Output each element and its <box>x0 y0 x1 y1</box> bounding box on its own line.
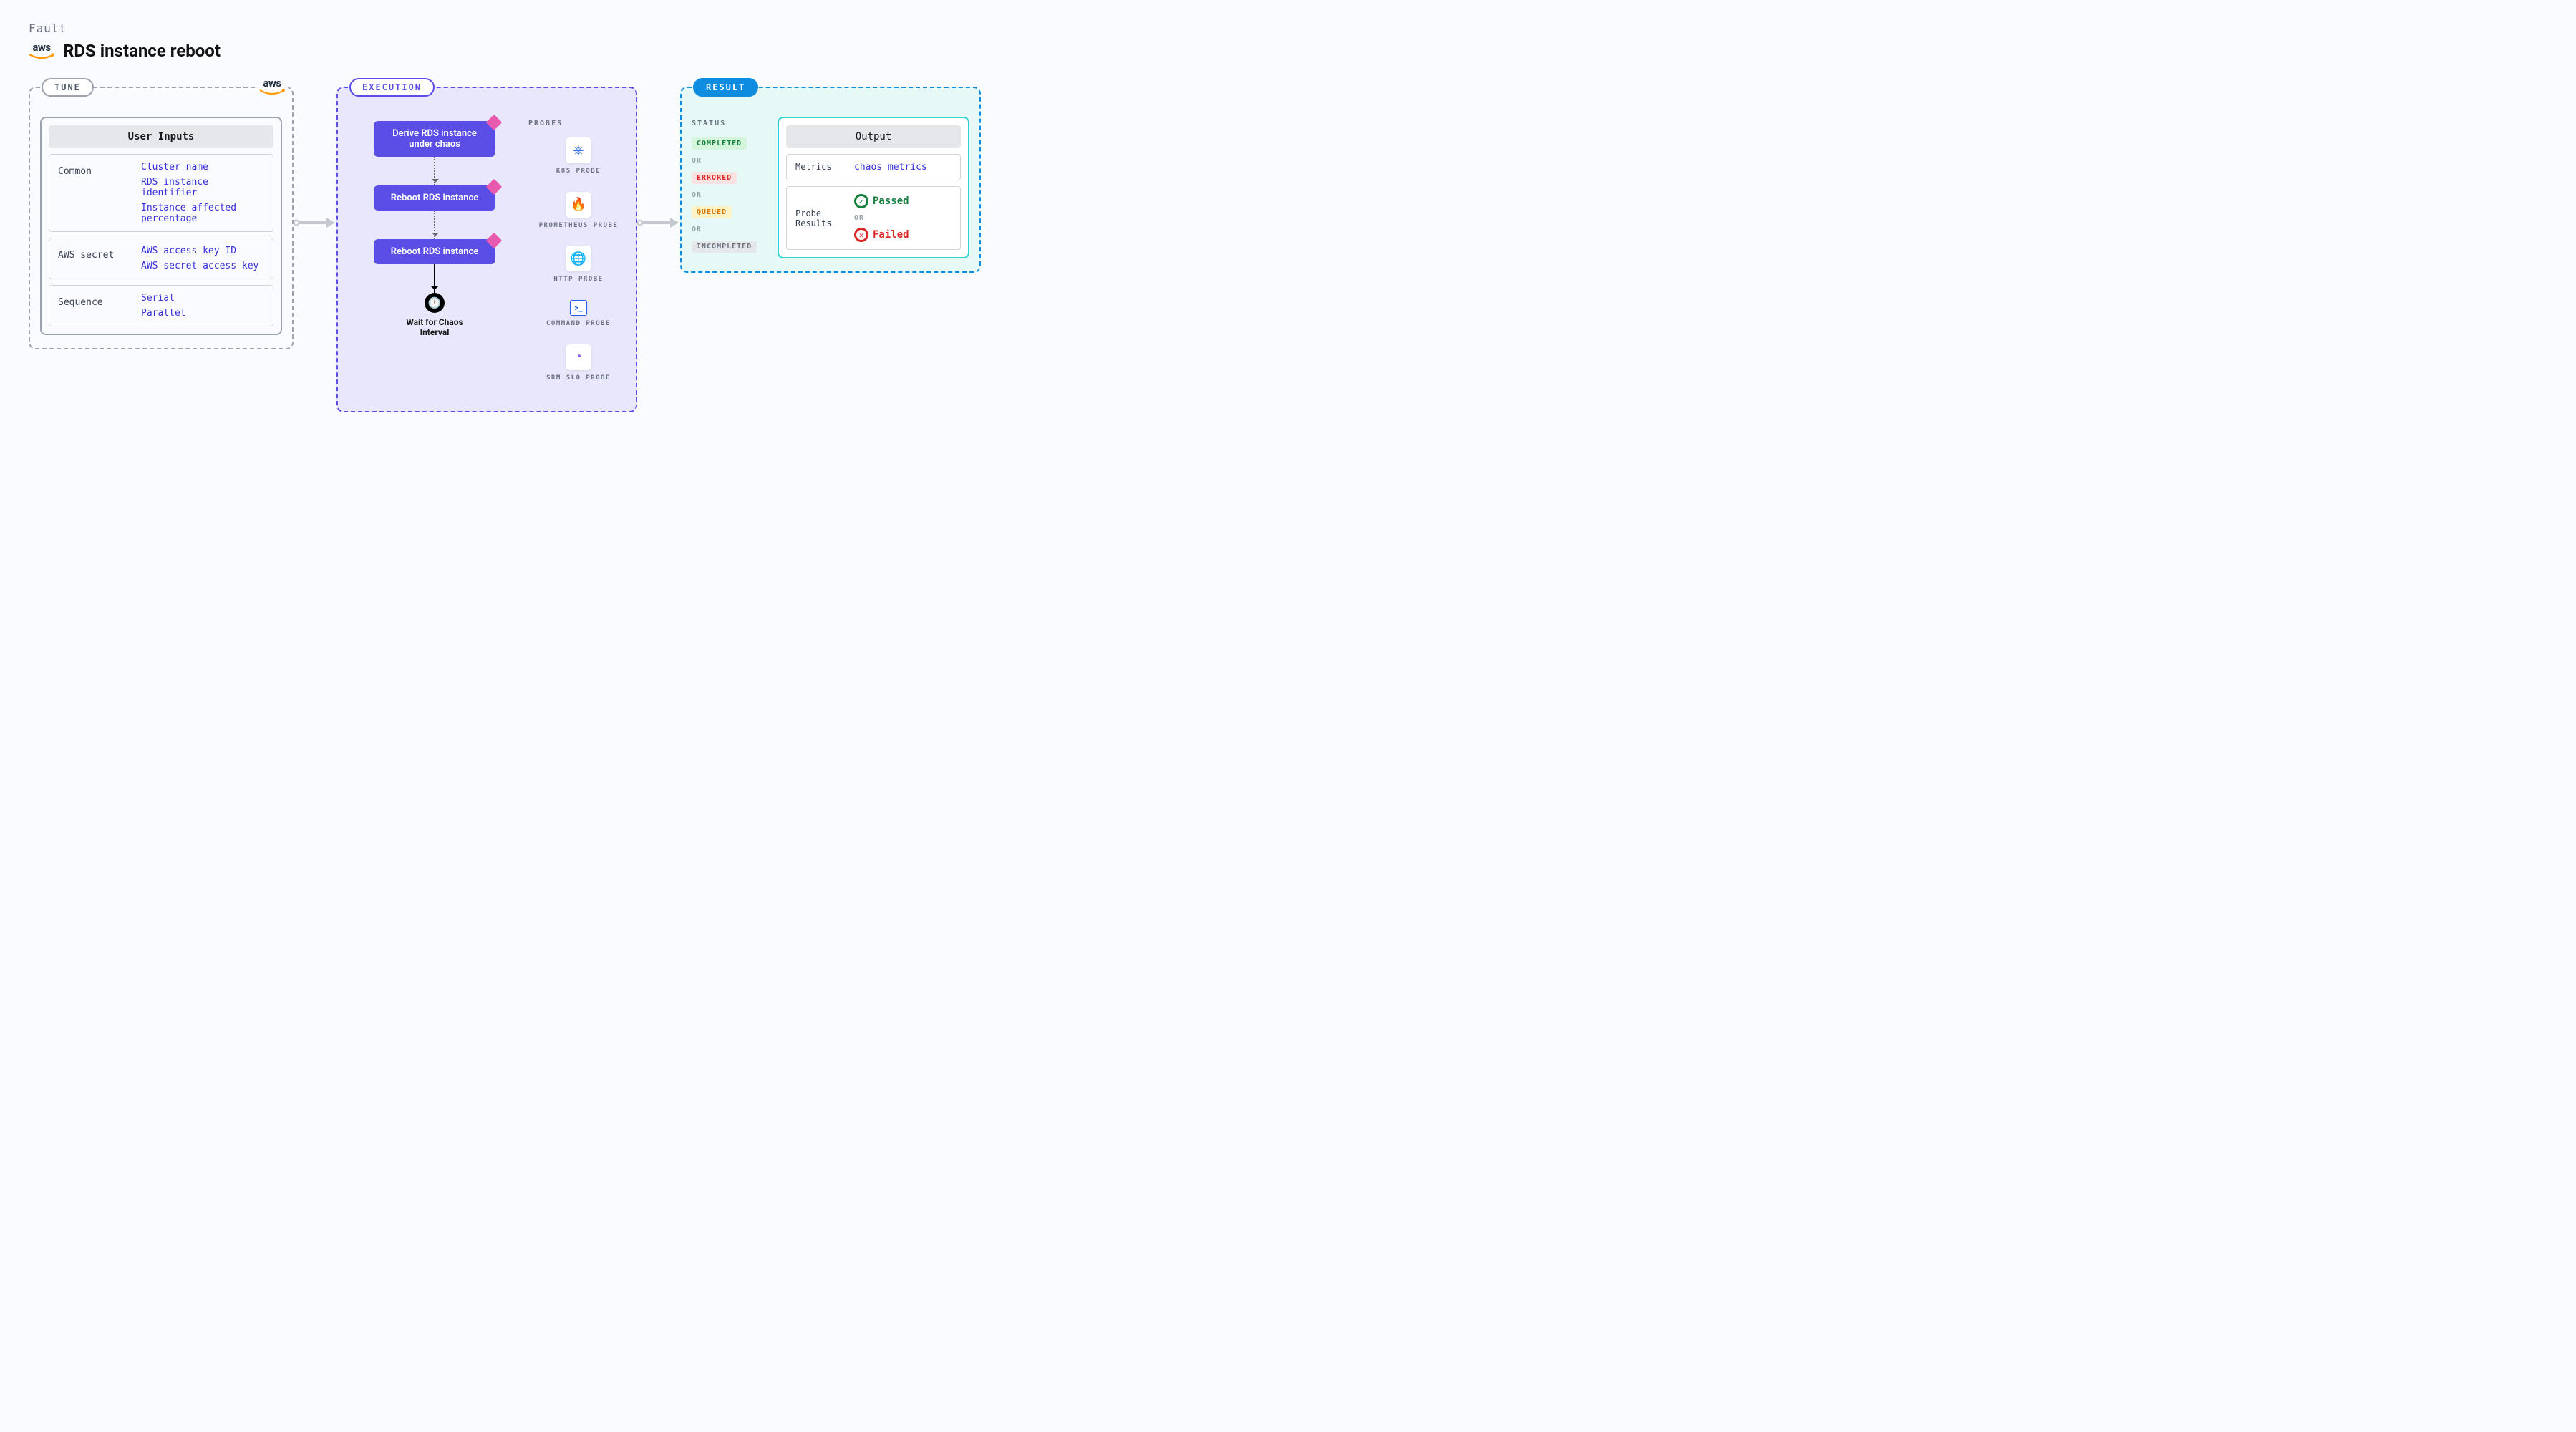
input-group-common: Common Cluster name RDS instance identif… <box>49 154 273 232</box>
wait-label: Wait for Chaos Interval <box>392 317 478 337</box>
arrow-right-icon <box>294 216 336 230</box>
srm-icon: ◔ <box>566 344 591 370</box>
wait-step: 🕐 Wait for Chaos Interval <box>392 293 478 337</box>
probes-heading: PROBES <box>528 120 629 127</box>
arrow-right-icon <box>637 216 680 230</box>
flow-arrow-icon <box>434 157 435 185</box>
status-heading: STATUS <box>692 120 770 127</box>
input-value: RDS instance identifier <box>141 177 264 198</box>
page-title: RDS instance reboot <box>63 41 221 61</box>
status-incompleted: INCOMPLETED <box>692 241 757 253</box>
user-inputs-header: User Inputs <box>49 125 273 148</box>
or-separator: OR <box>854 214 909 222</box>
status-errored: ERRORED <box>692 172 737 184</box>
probe-srm: ◔ SRM SLO PROBE <box>528 344 629 383</box>
probe-command: >_ COMMAND PROBE <box>528 300 629 329</box>
step-reboot-2: Reboot RDS instance <box>374 239 495 264</box>
metrics-row: Metrics chaos metrics <box>786 154 961 180</box>
aws-icon: aws <box>29 42 54 60</box>
input-value: AWS access key ID <box>141 246 258 256</box>
k8s-icon: ⎈ <box>566 137 591 163</box>
input-value: Instance affected percentage <box>141 203 264 224</box>
result-panel: RESULT STATUS COMPLETED OR ERRORED OR QU… <box>680 87 981 273</box>
input-group-aws-secret: AWS secret AWS access key ID AWS secret … <box>49 238 273 279</box>
status-completed: COMPLETED <box>692 137 747 150</box>
execution-flow: Derive RDS instance under chaos Reboot R… <box>348 117 521 398</box>
probe-http: 🌐 HTTP PROBE <box>528 246 629 284</box>
clock-icon: 🕐 <box>425 293 445 313</box>
status-queued: QUEUED <box>692 206 732 218</box>
probe-k8s: ⎈ K8S PROBE <box>528 137 629 176</box>
step-derive: Derive RDS instance under chaos <box>374 121 495 157</box>
or-separator: OR <box>692 226 770 233</box>
status-column: STATUS COMPLETED OR ERRORED OR QUEUED OR… <box>692 117 770 258</box>
arrow-connector <box>294 87 336 230</box>
or-separator: OR <box>692 157 770 165</box>
execution-label: EXECUTION <box>349 78 435 97</box>
result-failed: ✕ Failed <box>854 228 909 242</box>
metrics-label: Metrics <box>795 162 846 172</box>
step-reboot-1: Reboot RDS instance <box>374 185 495 211</box>
or-separator: OR <box>692 191 770 199</box>
input-value: AWS secret access key <box>141 261 258 271</box>
probes-column: PROBES ⎈ K8S PROBE 🔥 PROMETHEUS PROBE 🌐 … <box>528 117 629 398</box>
fault-label: Fault <box>29 21 2547 35</box>
execution-panel: EXECUTION Derive RDS instance under chao… <box>336 87 637 412</box>
tune-panel: TUNE aws User Inputs Common Cluster name… <box>29 87 294 349</box>
user-inputs-box: User Inputs Common Cluster name RDS inst… <box>40 117 282 335</box>
output-header: Output <box>786 125 961 148</box>
input-value: Parallel <box>141 308 186 319</box>
result-label: RESULT <box>693 78 758 97</box>
prometheus-icon: 🔥 <box>566 192 591 218</box>
aws-icon: aws <box>256 78 288 96</box>
probe-prometheus: 🔥 PROMETHEUS PROBE <box>528 192 629 231</box>
flow-arrow-icon <box>434 211 435 239</box>
metrics-value: chaos metrics <box>854 162 927 173</box>
check-icon: ✓ <box>854 194 868 208</box>
http-icon: 🌐 <box>566 246 591 271</box>
group-label: Common <box>58 162 130 177</box>
probe-results-row: Probe Results ✓ Passed OR ✕ Failed <box>786 186 961 250</box>
output-box: Output Metrics chaos metrics Probe Resul… <box>778 117 969 258</box>
title-row: aws RDS instance reboot <box>29 41 2547 61</box>
group-label: Sequence <box>58 293 130 308</box>
group-label: AWS secret <box>58 246 130 261</box>
diagram: TUNE aws User Inputs Common Cluster name… <box>29 87 2547 412</box>
input-group-sequence: Sequence Serial Parallel <box>49 285 273 326</box>
x-icon: ✕ <box>854 228 868 242</box>
command-icon: >_ <box>570 300 587 316</box>
arrow-connector <box>637 87 680 230</box>
tune-label: TUNE <box>42 78 94 97</box>
flow-arrow-icon <box>434 264 435 293</box>
input-value: Cluster name <box>141 162 264 173</box>
probe-results-label: Probe Results <box>795 208 846 228</box>
input-value: Serial <box>141 293 186 304</box>
result-passed: ✓ Passed <box>854 194 909 208</box>
